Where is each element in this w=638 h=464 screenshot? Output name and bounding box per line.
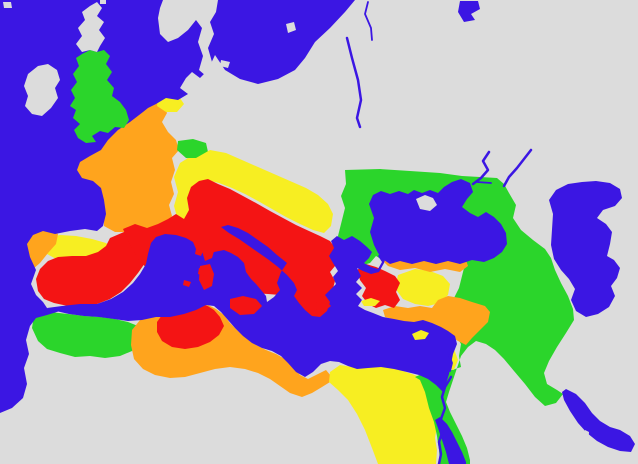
- region-agri-decumates-green: [177, 139, 208, 159]
- caspian-sea: [549, 181, 622, 317]
- region-iberia-northwest-orange: [24, 227, 58, 269]
- oder-river: [364, 1, 373, 41]
- danish-isles: [220, 60, 230, 68]
- sicily-red: [230, 296, 262, 315]
- gotland-island: [286, 22, 296, 33]
- black-sea: [369, 179, 507, 264]
- region-cyrenaica-egypt-yellow: [329, 365, 437, 464]
- scandinavia-jutland: [158, 0, 218, 76]
- dnieper-liman: [476, 181, 492, 184]
- vistula-river: [345, 36, 363, 129]
- region-south-anatolia-cappadocia-orange: [383, 296, 490, 345]
- region-iberia-red: [36, 229, 155, 307]
- dnieper-river: [471, 150, 491, 186]
- region-west-anatolia-red: [357, 264, 400, 308]
- region-gaul-orange: [74, 102, 179, 232]
- gulf-island-sliver: [584, 430, 589, 447]
- region-danube-yellow-band: [174, 150, 333, 233]
- corsica-red: [202, 239, 215, 261]
- crete-east-yellow: [361, 298, 380, 306]
- region-central-anatolia-yellow: [395, 269, 450, 306]
- britannia-green: [70, 50, 129, 143]
- region-mauretania-green: [32, 312, 143, 358]
- hibernia-gray: [24, 64, 60, 116]
- cyprus-yellow: [412, 330, 429, 340]
- caledonia-gray: [76, 2, 105, 52]
- northern-lake: [458, 1, 480, 22]
- persian-gulf: [562, 389, 635, 452]
- jordan-river: [448, 354, 453, 372]
- crimea-gray: [416, 195, 437, 211]
- balearic-islands-red: [183, 249, 207, 287]
- don-river: [502, 148, 533, 188]
- nile-river: [437, 375, 453, 464]
- crete-west-red: [315, 300, 331, 312]
